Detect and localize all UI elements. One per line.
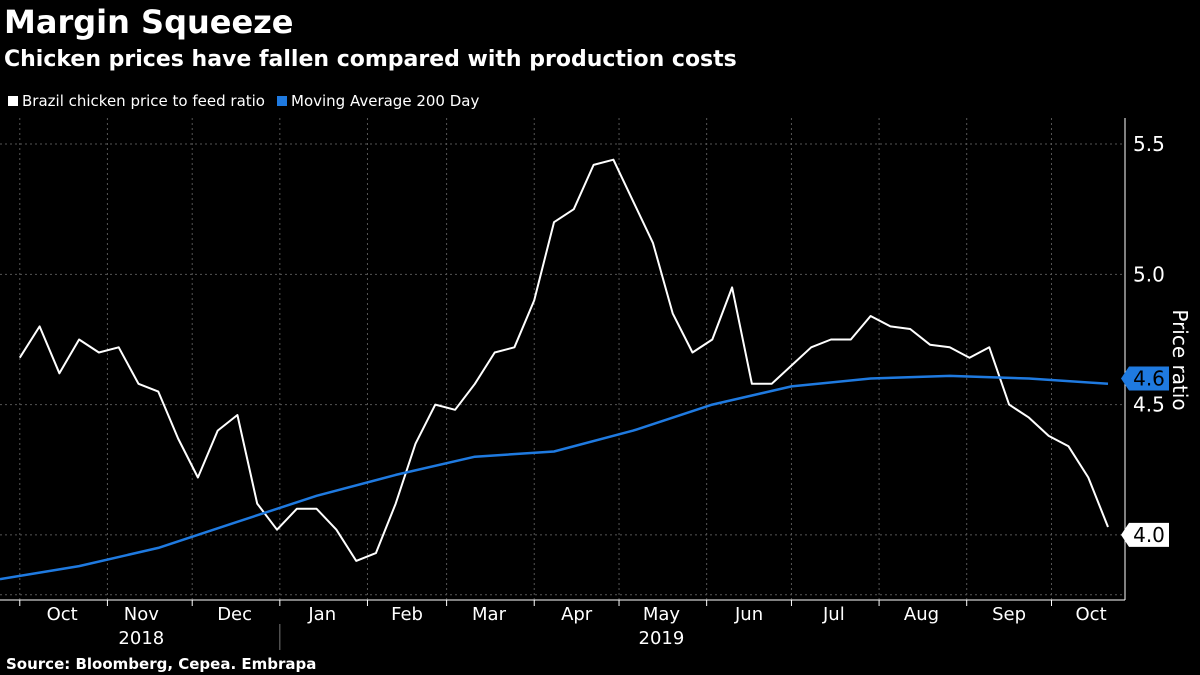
last-value-label: 4.6 — [1133, 367, 1165, 391]
legend-swatch-blue — [277, 96, 287, 106]
last-value-tag — [1121, 366, 1169, 391]
series-line-moving-average — [0, 374, 1109, 581]
x-tick-label: Jul — [822, 604, 845, 625]
x-tick-label: Aug — [904, 604, 939, 625]
x-year-label: 2018 — [118, 628, 164, 649]
chart-title: Margin Squeeze — [4, 3, 294, 41]
legend-label: Moving Average 200 Day — [291, 92, 480, 110]
last-value-label: 4.0 — [1133, 523, 1165, 547]
x-year-label: 2019 — [639, 628, 685, 649]
y-tick-label: 4.5 — [1133, 393, 1165, 417]
legend-swatch-white — [8, 96, 18, 106]
y-tick-label: 5.0 — [1133, 262, 1165, 286]
legend-item-chicken-ratio: Brazil chicken price to feed ratio — [8, 92, 265, 110]
series-line-chicken-ratio — [18, 158, 1109, 562]
x-tick-label: Nov — [124, 604, 159, 625]
legend-label: Brazil chicken price to feed ratio — [22, 92, 265, 110]
x-tick-label: Oct — [1076, 604, 1107, 625]
legend: Brazil chicken price to feed ratio Movin… — [8, 92, 479, 110]
chart-subtitle: Chicken prices have fallen compared with… — [4, 47, 737, 72]
x-tick-label: Dec — [217, 604, 252, 625]
x-tick-label: Apr — [561, 604, 593, 625]
x-tick-label: Sep — [992, 604, 1026, 625]
x-tick-label: Mar — [472, 604, 507, 625]
y-axis-label: Price ratio — [1168, 309, 1192, 411]
legend-item-moving-average: Moving Average 200 Day — [277, 92, 479, 110]
x-tick-label: Feb — [391, 604, 423, 625]
source-note: Source: Bloomberg, Cepea. Embrapa — [6, 655, 317, 673]
x-tick-label: Jan — [307, 604, 336, 625]
last-value-tag — [1121, 522, 1169, 547]
x-tick-label: Oct — [47, 604, 78, 625]
x-tick-label: Jun — [734, 604, 763, 625]
y-tick-label: 5.5 — [1133, 132, 1165, 156]
x-tick-label: May — [643, 604, 681, 625]
